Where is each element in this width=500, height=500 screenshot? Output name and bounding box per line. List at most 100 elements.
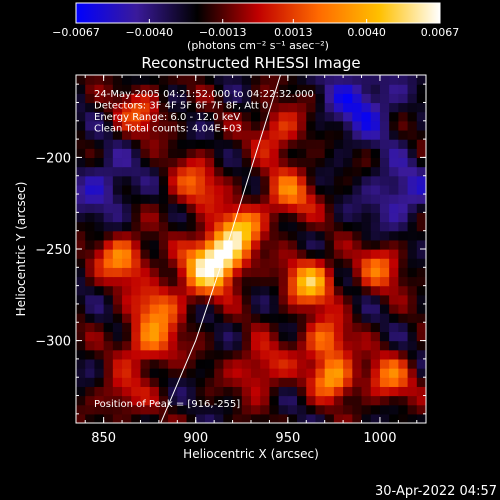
- heatmap-cell: [85, 203, 96, 213]
- heatmap-cell: [398, 413, 409, 423]
- heatmap-cell: [158, 377, 169, 387]
- heatmap-cell: [260, 285, 271, 296]
- heatmap-cell: [269, 75, 280, 85]
- heatmap-cell: [324, 413, 335, 423]
- heatmap-cell: [333, 129, 344, 140]
- heatmap-cell: [131, 267, 142, 278]
- heatmap-cell: [122, 404, 132, 415]
- heatmap-cell: [269, 249, 280, 259]
- heatmap-cell: [260, 313, 271, 323]
- annotation-line: Energy Range: 6.0 - 12.0 keV: [94, 112, 240, 123]
- heatmap-cell: [232, 331, 243, 342]
- heatmap-cell: [370, 84, 381, 94]
- heatmap-cell: [260, 395, 271, 406]
- heatmap-cell: [131, 340, 142, 351]
- heatmap-cell: [324, 377, 335, 387]
- heatmap-cell: [103, 184, 114, 195]
- heatmap-cell: [131, 203, 142, 213]
- heatmap-cell: [76, 93, 86, 104]
- heatmap-cell: [361, 368, 372, 378]
- heatmap-cell: [149, 111, 160, 122]
- heatmap-cell: [352, 276, 363, 287]
- heatmap-cell: [278, 184, 289, 195]
- heatmap-cell: [324, 349, 335, 360]
- heatmap-cell: [398, 203, 409, 213]
- heatmap-cell: [379, 358, 390, 369]
- heatmap-cell: [149, 358, 160, 369]
- heatmap-cell: [168, 285, 178, 296]
- heatmap-cell: [416, 102, 426, 113]
- heatmap-cell: [352, 84, 363, 94]
- heatmap-cell: [389, 212, 399, 223]
- heatmap-cell: [204, 340, 215, 351]
- heatmap-cell: [370, 377, 381, 387]
- heatmap-cell: [140, 175, 151, 186]
- heatmap-cell: [158, 212, 169, 223]
- heatmap-cell: [269, 413, 280, 423]
- heatmap-cell: [94, 184, 105, 195]
- heatmap-cell: [85, 285, 96, 296]
- heatmap-cell: [251, 93, 261, 104]
- heatmap-cell: [379, 239, 390, 250]
- heatmap-cell: [278, 331, 289, 342]
- heatmap-cell: [204, 120, 215, 131]
- heatmap-cell: [76, 303, 86, 314]
- heatmap-cell: [140, 386, 151, 397]
- heatmap-cell: [379, 75, 390, 85]
- heatmap-cell: [131, 129, 142, 140]
- heatmap-cell: [324, 285, 335, 296]
- heatmap-cell: [278, 294, 289, 305]
- heatmap-cell: [287, 84, 298, 94]
- heatmap-cell: [168, 84, 178, 94]
- heatmap-cell: [416, 184, 426, 195]
- heatmap-cell: [416, 166, 426, 177]
- heatmap-cell: [407, 249, 418, 259]
- heatmap-cell: [389, 102, 399, 113]
- heatmap-cell: [306, 377, 317, 387]
- heatmap-cell: [241, 212, 252, 223]
- heatmap-cell: [131, 120, 142, 131]
- heatmap-cell: [177, 129, 188, 140]
- heatmap-cell: [94, 285, 105, 296]
- footer-timestamp: 30-Apr-2022 04:57: [375, 484, 497, 499]
- heatmap-cell: [361, 413, 372, 423]
- heatmap-cell: [260, 203, 271, 213]
- heatmap-cell: [343, 75, 353, 85]
- heatmap-cell: [379, 129, 390, 140]
- heatmap-cell: [389, 93, 399, 104]
- heatmap-cell: [287, 413, 298, 423]
- heatmap-cell: [297, 331, 307, 342]
- heatmap-cell: [343, 413, 353, 423]
- heatmap-cell: [389, 340, 399, 351]
- heatmap-cell: [94, 413, 105, 423]
- x-tick-label: 950: [275, 431, 300, 446]
- heatmap-cell: [195, 267, 206, 278]
- heatmap-cell: [223, 239, 234, 250]
- heatmap-cell: [177, 267, 188, 278]
- heatmap-cell: [76, 276, 86, 287]
- heatmap-cell: [324, 129, 335, 140]
- heatmap-cell: [306, 249, 317, 259]
- heatmap-cell: [241, 203, 252, 213]
- heatmap-cell: [251, 285, 261, 296]
- heatmap-cell: [232, 157, 243, 168]
- heatmap-cell: [416, 258, 426, 268]
- heatmap-cell: [352, 404, 363, 415]
- heatmap-cell: [232, 249, 243, 259]
- heatmap-cell: [76, 322, 86, 333]
- colorbar-tick-label: −0.0040: [125, 26, 173, 39]
- heatmap-cell: [361, 203, 372, 213]
- heatmap-cell: [149, 368, 160, 378]
- heatmap-cell: [260, 386, 271, 397]
- heatmap-cell: [241, 157, 252, 168]
- heatmap-cell: [186, 239, 197, 250]
- heatmap-cell: [85, 194, 96, 204]
- heatmap-cell: [315, 93, 326, 104]
- heatmap-cell: [177, 294, 188, 305]
- heatmap-cell: [333, 386, 344, 397]
- heatmap-cell: [260, 322, 271, 333]
- heatmap-cell: [251, 258, 261, 268]
- heatmap-cell: [370, 139, 381, 149]
- heatmap-cell: [278, 93, 289, 104]
- heatmap-cell: [76, 413, 86, 423]
